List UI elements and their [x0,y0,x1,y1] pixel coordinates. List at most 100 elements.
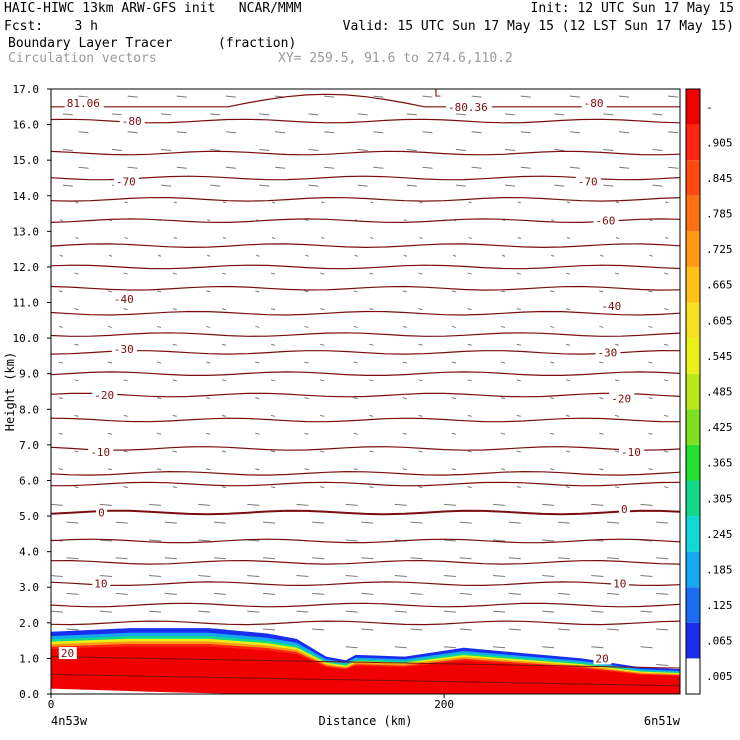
overlay-field-name: Circulation vectors [8,51,157,66]
isotherm-line [51,243,680,249]
vector-arrow [361,557,374,560]
vector-arrow [451,468,457,471]
isotherm-line [51,175,680,181]
vector-arrow [320,272,325,275]
contour-label: -30 [114,343,134,356]
colorbar-label: .485 [706,386,733,399]
vector-arrow [270,308,276,311]
vector-arrow [467,450,472,453]
vector-arrow [607,592,620,595]
vector-arrow [353,290,358,293]
vector-arrow [66,592,79,595]
vector-arrow [115,592,128,595]
vector-arrow [78,131,89,134]
isotherm-line [51,196,680,202]
vector-arrow [542,575,555,578]
vector-arrow [296,610,309,613]
vector-arrow [353,361,358,364]
vector-arrow [614,272,620,275]
vector-arrow [467,343,472,346]
vector-arrow [124,201,128,204]
vector-arrow [459,557,472,560]
contour-label-bg [619,446,645,458]
contour-label-bg [609,392,635,405]
vector-arrow [320,486,325,489]
contour-label-bg [64,97,104,110]
vector-arrow [565,343,571,346]
vector-arrow [665,201,669,204]
vector-arrow [614,486,620,489]
vector-arrow [569,131,580,134]
vector-arrow [419,201,423,204]
contour-label-bg [599,300,625,313]
vector-arrow [614,379,620,382]
isotherm-line [51,602,680,608]
isotherm-line [51,150,680,156]
colorbar-swatch [686,551,700,588]
isotherm-line [51,656,680,669]
vector-arrow [520,131,531,134]
vector-arrow [451,325,457,328]
vector-arrow [221,414,227,417]
vector-arrow [557,521,570,524]
vector-arrow [111,149,122,151]
vector-arrow [99,575,112,578]
vector-arrow [422,166,433,169]
vector-arrow [508,557,521,560]
cross-section-endpoints: XY= 259.5, 91.6 to 274.6,110.2 [278,51,513,66]
isotherm-line [51,332,680,337]
y-tick-label: 16.0 [13,119,40,132]
vector-arrow [451,290,457,293]
isotherm-line [51,310,680,316]
vector-arrow [557,628,570,631]
vector-arrow [493,503,506,506]
tracer-field [51,628,680,694]
contour-label: -70 [116,176,136,189]
vector-arrow [320,343,325,346]
vector-arrow [127,166,138,169]
vector-arrow [99,539,112,542]
header-forecast-hour: Fcst: 3 h [4,19,98,34]
y-tick-label: 12.0 [13,261,40,274]
vector-arrow [451,397,457,400]
isotherm-line [51,417,680,423]
x-axis-label: Distance (km) [319,714,413,728]
vector-arrow [550,432,555,435]
vector-arrow [664,414,669,417]
contour-label-bg [92,389,118,402]
vector-arrow [557,592,570,595]
vector-arrow [471,166,482,169]
vector-arrow [206,325,211,328]
y-tick-label: 10.0 [13,332,40,345]
vector-arrow [508,592,521,595]
vector-arrow [599,468,604,471]
vector-arrow [550,361,555,364]
contour-label: -80 [122,115,142,128]
vector-arrow [62,184,73,187]
colorbar-swatch [686,231,700,267]
vector-arrow [402,468,407,471]
contour-label: -40 [114,293,134,306]
vector-arrow [664,308,669,311]
vector-arrow [66,521,79,524]
colorbar-swatch [686,587,700,623]
isotherm-line [51,581,680,587]
vector-arrow [451,432,457,435]
vector-arrow [373,95,384,98]
vector-arrow [207,219,211,222]
vector-arrow [221,343,227,346]
isotherm-line [51,349,680,355]
vector-arrow [516,450,521,453]
colorbar-swatch [686,266,700,303]
vector-arrow [403,254,407,257]
colorbar-swatch [686,89,700,125]
vector-arrow [161,184,172,187]
vector-arrow [418,343,423,346]
vector-arrow [345,646,358,649]
colorbar-label: .125 [706,599,733,612]
colorbar-label: .845 [706,172,733,185]
vector-arrow [149,539,162,542]
vector-arrow [206,468,211,471]
x-right-endpoint: 6n51w [644,714,681,728]
vector-arrow [500,432,506,435]
